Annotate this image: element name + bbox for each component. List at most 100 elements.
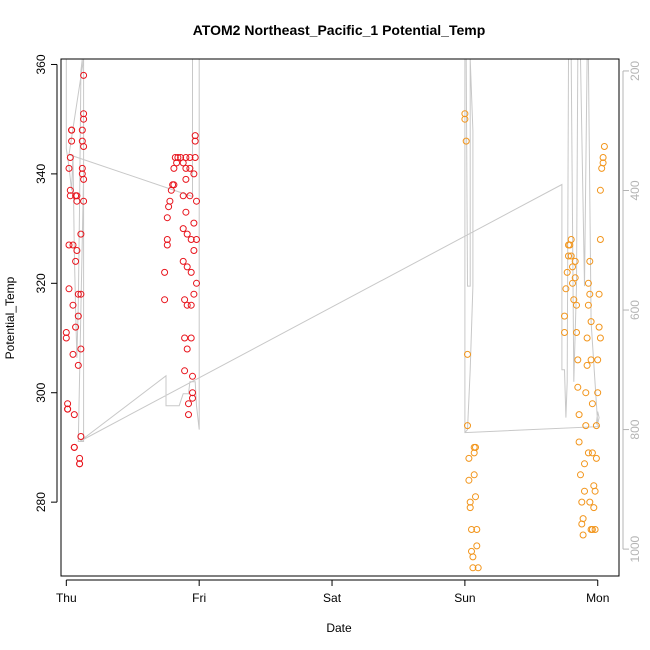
data-point: [161, 296, 169, 304]
data-point: [73, 247, 81, 254]
data-point: [579, 515, 587, 523]
data-point: [599, 159, 607, 167]
data-point: [578, 498, 586, 506]
data-point: [166, 197, 174, 205]
data-point: [65, 285, 73, 293]
data-point: [186, 154, 194, 161]
data-point: [179, 225, 187, 233]
data-point: [592, 454, 600, 462]
data-point: [65, 241, 73, 249]
data-point: [573, 329, 580, 336]
data-point: [181, 296, 189, 304]
x-tick-label: Sun: [454, 591, 475, 605]
data-point: [587, 318, 595, 326]
data-point: [187, 268, 195, 276]
data-point: [596, 236, 604, 243]
data-point: [473, 526, 481, 533]
data-point: [577, 471, 584, 479]
data-point: [472, 443, 479, 451]
data-point: [69, 301, 77, 309]
data-point: [182, 154, 190, 161]
data-point: [189, 372, 196, 380]
data-point: [561, 329, 568, 336]
data-point: [575, 438, 583, 446]
data-point: [170, 181, 178, 189]
data-point: [170, 164, 178, 172]
x-tick-label: Mon: [586, 591, 609, 605]
data-point: [182, 175, 190, 183]
data-point: [185, 411, 192, 419]
x-tick-label: Sat: [323, 591, 342, 605]
data-point: [571, 257, 579, 265]
data-point: [575, 411, 583, 419]
data-point: [190, 247, 198, 254]
y-tick-label: 360: [34, 54, 48, 74]
data-point: [587, 356, 595, 364]
data-point: [191, 137, 199, 145]
data-point: [473, 542, 481, 550]
data-point: [567, 236, 575, 243]
data-point: [469, 553, 477, 561]
data-point: [69, 350, 77, 358]
data-point: [69, 241, 77, 249]
x-tick-label: Thu: [56, 591, 77, 605]
y-tick-label: 320: [34, 273, 48, 293]
data-point: [595, 290, 603, 298]
y-tick-label: 340: [34, 164, 48, 184]
data-point: [190, 219, 198, 227]
data-point: [583, 361, 591, 369]
data-point: [181, 367, 189, 375]
data-point: [183, 263, 191, 271]
data-point: [571, 274, 579, 282]
data-point: [581, 460, 588, 468]
data-point: [66, 154, 74, 161]
data-point: [582, 422, 590, 430]
data-point: [179, 159, 187, 167]
axes: Thu Fri Sat Sun Mon 280 300 320 340 360 200 400 600 8…: [34, 54, 642, 605]
data-point: [72, 323, 80, 331]
data-point: [77, 345, 85, 353]
data-point: [470, 471, 478, 479]
data-point: [65, 164, 73, 172]
data-point: [190, 170, 198, 178]
data-point: [586, 257, 594, 265]
data-point: [185, 400, 192, 408]
data-point: [80, 71, 88, 79]
data-point: [76, 460, 84, 468]
data-point: [599, 154, 607, 161]
data-point: [73, 197, 81, 205]
y2-tick-label: 800: [628, 419, 642, 439]
data-point: [465, 476, 473, 484]
data-point: [163, 214, 171, 222]
data-point: [181, 334, 189, 342]
data-point: [78, 164, 86, 172]
data-point: [187, 301, 195, 309]
data-point: [74, 361, 82, 369]
data-point: [464, 350, 471, 358]
data-point: [163, 236, 171, 243]
data-point: [579, 531, 587, 539]
data-point: [466, 504, 474, 512]
data-point: [584, 449, 592, 457]
data-point: [72, 257, 80, 265]
data-point: [584, 301, 592, 309]
data-point: [73, 192, 81, 200]
data-point: [77, 230, 85, 238]
data-point: [161, 268, 169, 276]
data-point: [464, 422, 471, 430]
data-point: [574, 383, 582, 391]
data-point: [179, 192, 187, 200]
data-point: [189, 394, 196, 402]
data-point: [586, 290, 594, 298]
data-point: [80, 115, 88, 123]
plot-frame: [60, 58, 620, 577]
data-point: [592, 422, 600, 430]
data-point: [77, 290, 85, 298]
data-points: [62, 71, 608, 572]
data-point: [586, 498, 594, 506]
data-point: [76, 454, 84, 462]
data-point: [596, 186, 604, 194]
data-point: [68, 137, 76, 145]
data-point: [182, 208, 190, 216]
